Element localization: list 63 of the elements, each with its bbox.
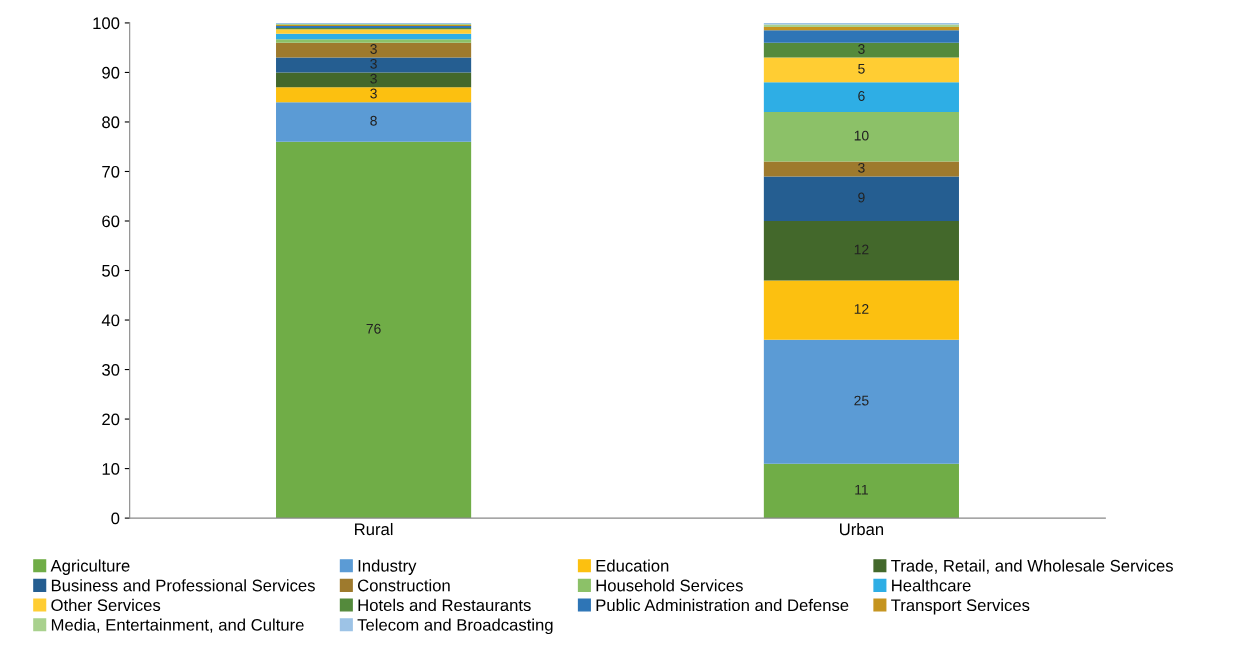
- legend-label: Transport Services: [891, 598, 1030, 615]
- data-label: 3: [370, 73, 377, 84]
- legend-label: Hotels and Restaurants: [358, 598, 531, 612]
- bar: [763, 30, 959, 43]
- data-label: 12: [854, 304, 869, 314]
- bar: [276, 42, 472, 58]
- y-tick-label: 90: [102, 66, 120, 79]
- data-label: 11: [855, 484, 868, 495]
- legend-label: Household Services: [596, 579, 743, 592]
- bar: [276, 102, 472, 142]
- bar: [763, 112, 959, 162]
- bar: [276, 57, 472, 73]
- bar: [276, 33, 472, 40]
- data-label: 3: [858, 162, 865, 173]
- legend-label: Education: [596, 559, 669, 572]
- y-tick-label: 0: [111, 512, 120, 525]
- legend-label: Business and Professional Services: [51, 579, 315, 592]
- x-tick-label: Urban: [840, 522, 884, 536]
- y-tick-label: 30: [102, 363, 120, 376]
- bar: [763, 161, 959, 177]
- bar: [763, 57, 959, 83]
- legend-label: Public Administration and Defense: [596, 598, 849, 612]
- y-tick-label: 20: [102, 413, 120, 426]
- bar: [276, 87, 472, 103]
- bar: [276, 141, 472, 519]
- data-label: 3: [370, 58, 377, 69]
- x-tick-label: Rural: [355, 522, 393, 536]
- y-tick-label: 40: [101, 314, 120, 327]
- legend-label: Healthcare: [892, 579, 971, 592]
- data-label: 12: [854, 244, 869, 255]
- bar: [763, 221, 959, 281]
- y-tick-label: 80: [102, 116, 120, 129]
- data-label: 10: [854, 130, 869, 141]
- data-label: 76: [366, 323, 381, 334]
- data-label: 3: [370, 44, 377, 54]
- data-label: 5: [858, 64, 865, 74]
- legend-label: Construction: [358, 579, 450, 592]
- legend-label: Trade, Retail, and Wholesale Services: [891, 559, 1173, 574]
- bar: [276, 39, 472, 43]
- data-label: 8: [370, 115, 377, 126]
- data-label: 25: [854, 395, 869, 406]
- y-tick-label: 100: [93, 17, 120, 30]
- bar: [276, 29, 472, 34]
- y-tick-label: 10: [102, 462, 120, 475]
- bar: [763, 42, 959, 58]
- bar: [763, 463, 959, 519]
- legend-label: Agriculture: [50, 559, 130, 575]
- y-tick-label: 60: [102, 215, 120, 228]
- data-label: 9: [858, 192, 865, 203]
- bar: [763, 280, 959, 340]
- data-label: 3: [858, 44, 865, 54]
- bar: [763, 339, 959, 464]
- legend-label: Industry: [358, 559, 417, 575]
- data-label: 6: [858, 91, 865, 101]
- bar: [763, 82, 959, 113]
- legend-label: Telecom and Broadcasting: [357, 618, 553, 635]
- y-tick-label: 70: [102, 165, 120, 178]
- data-label: 3: [370, 88, 377, 99]
- bar: [763, 176, 959, 221]
- bar: [276, 72, 472, 88]
- legend-label: Media, Entertainment, and Culture: [51, 618, 304, 633]
- y-tick-label: 50: [102, 264, 120, 277]
- legend-label: Other Services: [51, 598, 161, 612]
